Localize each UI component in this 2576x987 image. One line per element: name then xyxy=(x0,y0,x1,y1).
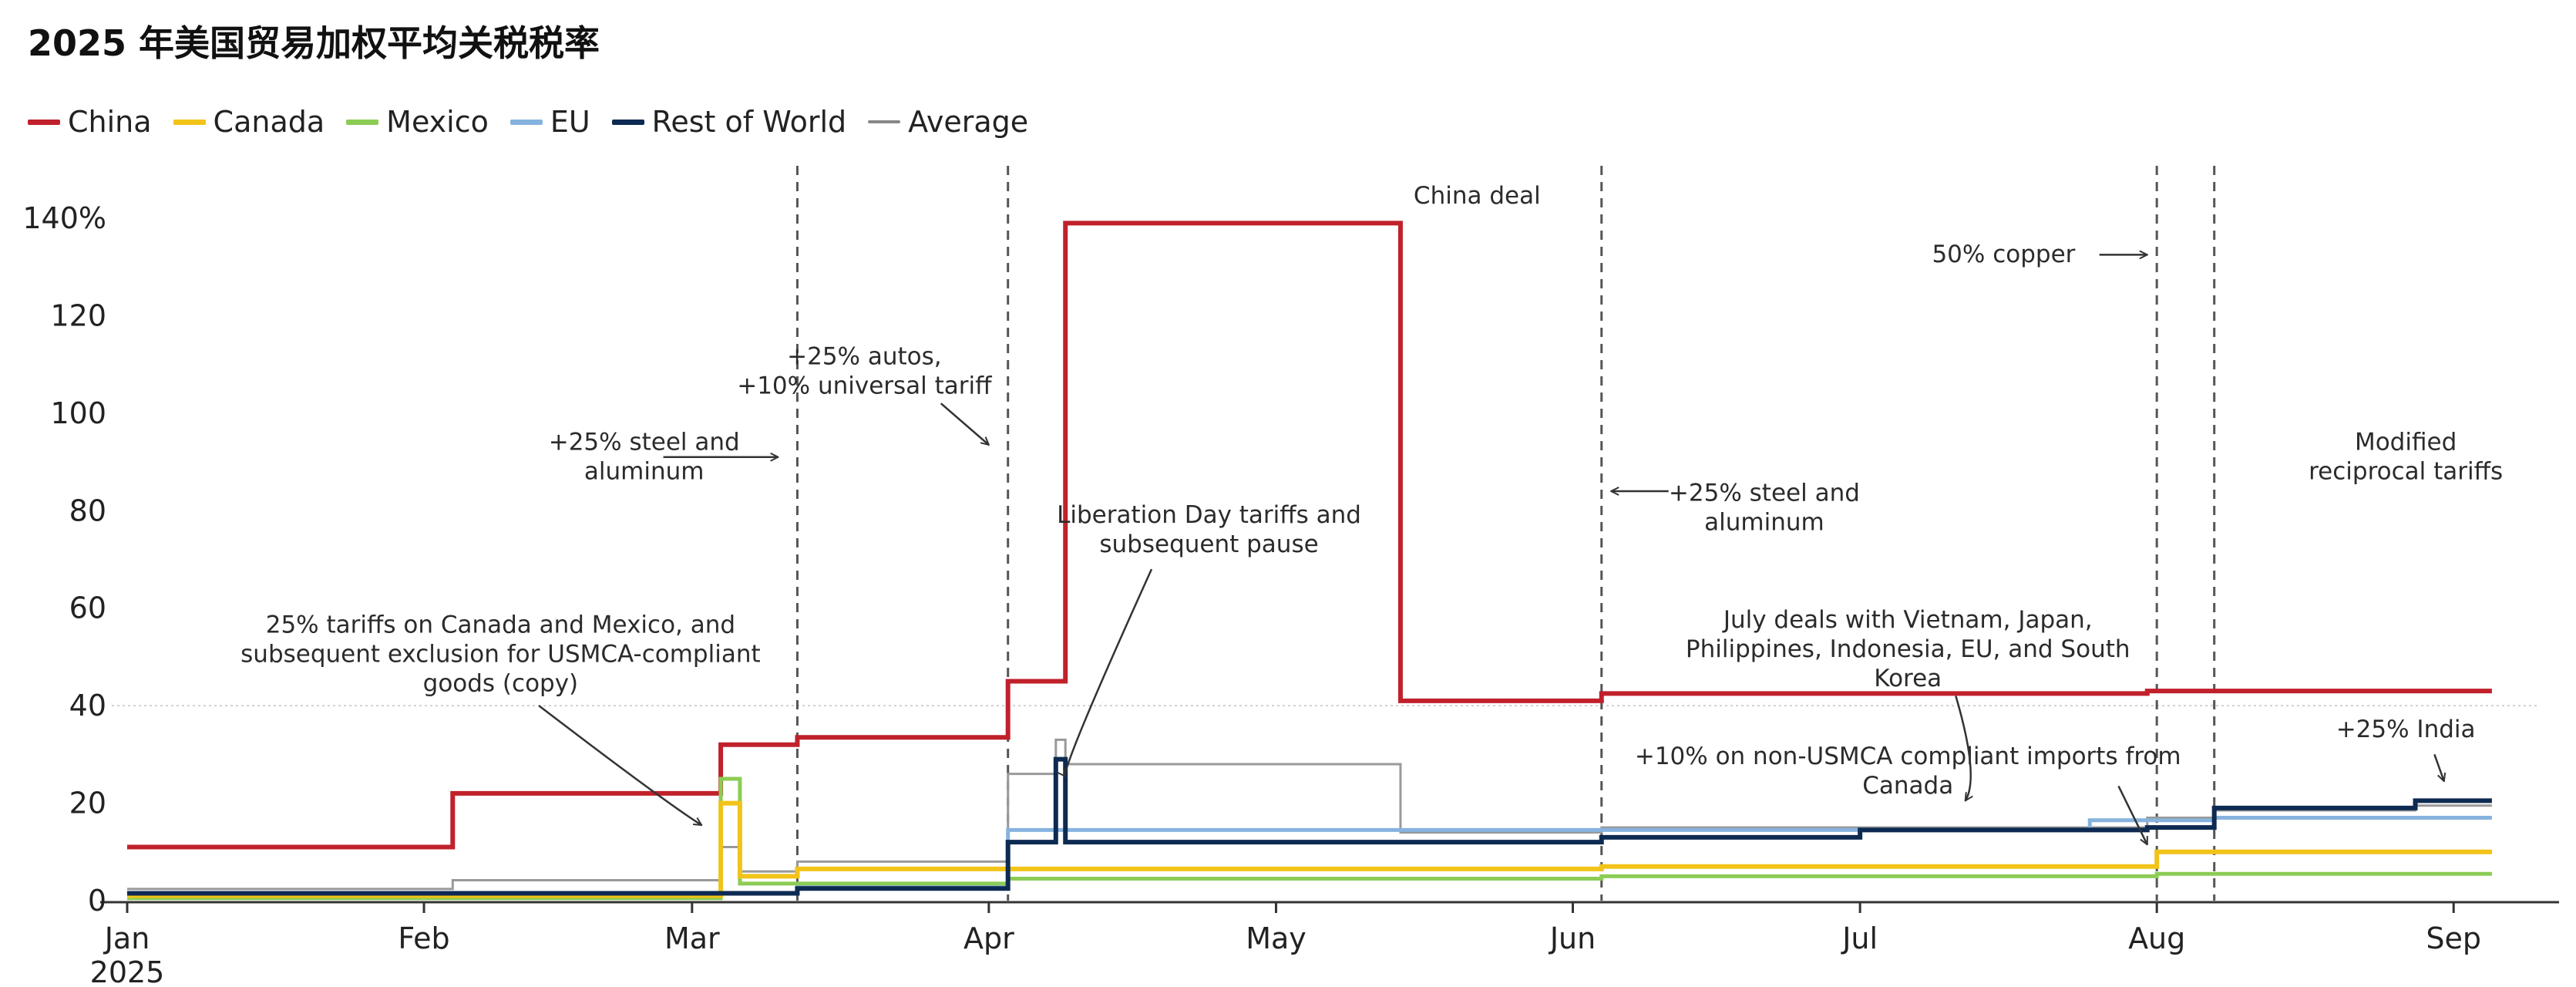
y-tick-label: 140% xyxy=(22,201,106,235)
y-tick-label: 80 xyxy=(69,494,106,527)
series-line-average xyxy=(127,738,2492,891)
legend-item-mexico: Mexico xyxy=(346,105,489,139)
legend-label-average: Average xyxy=(908,105,1029,139)
legend-item-average: Average xyxy=(868,105,1028,139)
annotation-arrow xyxy=(2117,785,2148,844)
y-tick-label: 100 xyxy=(50,396,106,430)
annotation-arrow xyxy=(538,705,701,825)
annotation-arrow xyxy=(2433,753,2443,781)
annotation-arrow xyxy=(940,403,989,445)
series-line-canada xyxy=(127,800,2492,898)
annotation-text: +25% autos, +10% universal tariff xyxy=(737,343,992,400)
annotation-text: July deals with Vietnam, Japan, Philippin… xyxy=(1686,606,2130,692)
series-line-china xyxy=(127,221,2492,850)
x-tick-label: Jul xyxy=(1841,921,1878,955)
annotation-text: +25% steel and aluminum xyxy=(549,428,740,485)
series-line-rest-of-world xyxy=(127,756,2492,896)
legend-label-mexico: Mexico xyxy=(386,105,489,139)
x-tick-label: Feb xyxy=(398,921,449,955)
annotation-arrow xyxy=(1065,568,1153,776)
annotation-text: Modified reciprocal tariffs xyxy=(2309,428,2503,485)
annotation-text: 50% copper xyxy=(1932,241,2075,268)
legend-label-eu: EU xyxy=(550,105,590,139)
x-tick-label: Sep xyxy=(2426,921,2481,955)
legend-label-canada: Canada xyxy=(213,105,325,139)
legend-swatch-china xyxy=(28,119,60,125)
legend: China Canada Mexico EU Rest of World Ave… xyxy=(28,105,1050,139)
annotation-text: +25% India xyxy=(2336,716,2476,743)
annotation-text: +10% on non-USMCA compliant imports from… xyxy=(1635,743,2181,800)
x-tick-label: Apr xyxy=(963,921,1014,955)
y-tick-label: 40 xyxy=(69,689,106,723)
annotation-text: +25% steel and aluminum xyxy=(1669,480,1860,537)
x-tick-label: Jun xyxy=(1549,921,1596,955)
legend-swatch-canada xyxy=(173,119,206,125)
x-tick-label: May xyxy=(1246,921,1306,955)
x-tick-sublabel: 2025 xyxy=(90,955,165,987)
legend-label-china: China xyxy=(68,105,152,139)
y-tick-label: 60 xyxy=(69,591,106,625)
annotation-text: China deal xyxy=(1414,182,1541,210)
legend-item-eu: EU xyxy=(509,105,590,139)
legend-swatch-average xyxy=(868,120,901,123)
legend-item-china: China xyxy=(28,105,152,139)
legend-swatch-eu xyxy=(509,119,543,125)
legend-item-canada: Canada xyxy=(173,105,325,139)
legend-swatch-rest-of-world xyxy=(611,119,644,125)
legend-item-rest-of-world: Rest of World xyxy=(611,105,847,139)
legend-label-rest-of-world: Rest of World xyxy=(651,105,847,139)
x-tick-label: Aug xyxy=(2128,921,2185,955)
x-tick-label: Jan xyxy=(103,921,150,955)
y-tick-label: 0 xyxy=(88,884,106,918)
annotation-text: 25% tariffs on Canada and Mexico, and sub… xyxy=(240,611,760,697)
x-tick-label: Mar xyxy=(664,921,720,955)
chart-title: 2025 年美国贸易加权平均关税税率 xyxy=(28,22,600,64)
legend-swatch-mexico xyxy=(346,119,379,125)
y-tick-label: 120 xyxy=(50,298,106,332)
annotation-text: Liberation Day tariffs and subsequent pau… xyxy=(1057,501,1361,558)
annotation-arrow xyxy=(1955,696,1970,801)
y-tick-label: 20 xyxy=(69,787,106,820)
